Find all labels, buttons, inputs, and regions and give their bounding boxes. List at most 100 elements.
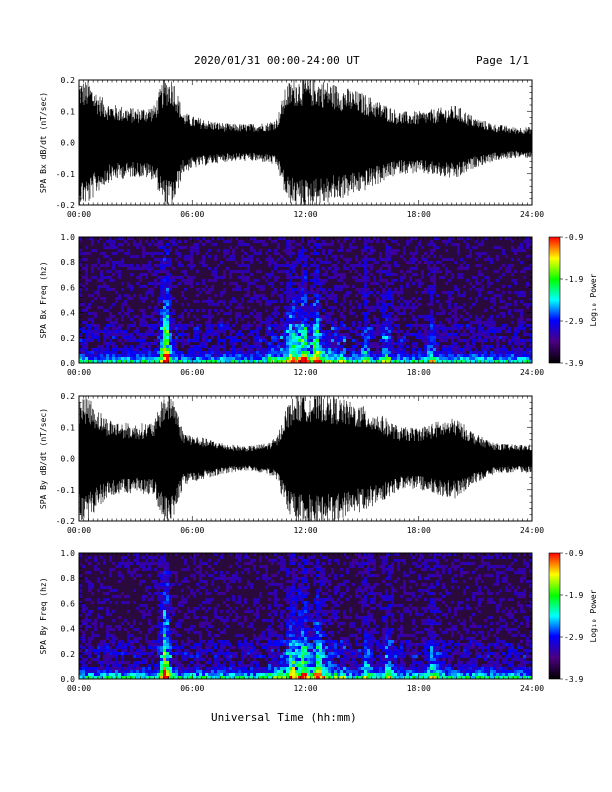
spectrogram-cell [295,324,298,327]
spectrogram-cell [289,252,292,255]
spectrogram-cell [208,297,211,300]
spectrogram-cell [241,249,244,252]
spectrogram-cell [94,357,97,360]
spectrogram-cell [133,357,136,360]
spectrogram-cell [199,261,202,264]
spectrogram-cell [196,333,199,336]
spectrogram-cell [292,357,295,360]
spectrogram-cell [133,553,136,556]
spectrogram-cell [169,264,172,267]
spectrogram-cell [121,562,124,565]
spectrogram-cell [121,622,124,625]
spectrogram-cell [478,324,481,327]
spectrogram-cell [520,339,523,342]
spectrogram-cell [145,240,148,243]
spectrogram-cell [415,336,418,339]
spectrogram-cell [373,357,376,360]
spectrogram-cell [292,351,295,354]
spectrogram-cell [340,276,343,279]
spectrogram-cell [250,261,253,264]
spectrogram-cell [256,327,259,330]
spectrogram-cell [229,336,232,339]
spectrogram-cell [265,309,268,312]
spectrogram-cell [109,658,112,661]
spectrogram-cell [154,556,157,559]
spectrogram-cell [151,255,154,258]
spectrogram-cell [127,676,130,679]
spectrogram-cell [97,288,100,291]
spectrogram-cell [97,613,100,616]
spectrogram-cell [397,309,400,312]
spectrogram-cell [415,273,418,276]
spectrogram-cell [430,309,433,312]
spectrogram-cell [325,318,328,321]
spectrogram-cell [481,330,484,333]
spectrogram-cell [280,300,283,303]
spectrogram-cell [100,279,103,282]
spectrogram-cell [436,267,439,270]
spectrogram-cell [283,312,286,315]
spectrogram-cell [340,285,343,288]
spectrogram-cell [265,318,268,321]
spectrogram-cell [442,330,445,333]
spectrogram-cell [181,279,184,282]
spectrogram-cell [127,294,130,297]
spectrogram-cell [166,300,169,303]
spectrogram-cell [214,333,217,336]
spectrogram-cell [208,318,211,321]
spectrogram-cell [394,240,397,243]
spectrogram-cell [442,348,445,351]
spectrogram-cell [235,360,238,363]
spectrogram-cell [385,291,388,294]
spectrogram-cell [142,676,145,679]
spectrogram-cell [94,568,97,571]
spectrogram-cell [292,336,295,339]
spectrogram-cell [217,276,220,279]
x-tick-label: 24:00 [520,368,544,377]
spectrogram-cell [247,279,250,282]
spectrogram-cell [103,360,106,363]
spectrogram-cell [241,240,244,243]
spectrogram-cell [319,261,322,264]
spectrogram-cell [493,336,496,339]
spectrogram-cell [148,619,151,622]
spectrogram-cell [457,345,460,348]
spectrogram-cell [310,237,313,240]
spectrogram-cell [391,297,394,300]
spectrogram-cell [169,324,172,327]
spectrogram-cell [235,246,238,249]
spectrogram-cell [457,294,460,297]
spectrogram-cell [388,246,391,249]
spectrogram-cell [85,619,88,622]
spectrogram-cell [328,294,331,297]
spectrogram-cell [175,285,178,288]
spectrogram-cell [436,294,439,297]
spectrogram-cell [271,291,274,294]
spectrogram-cell [316,243,319,246]
spectrogram-cell [391,339,394,342]
spectrogram-cell [235,336,238,339]
spectrogram-cell [385,318,388,321]
spectrogram-cell [142,318,145,321]
spectrogram-cell [85,577,88,580]
spectrogram-cell [217,354,220,357]
spectrogram-cell [172,327,175,330]
spectrogram-cell [463,345,466,348]
spectrogram-cell [430,318,433,321]
spectrogram-cell [466,354,469,357]
spectrogram-cell [130,351,133,354]
spectrogram-cell [121,652,124,655]
spectrogram-cell [100,643,103,646]
spectrogram-cell [301,312,304,315]
spectrogram-cell [343,360,346,363]
spectrogram-cell [100,351,103,354]
spectrogram-cell [430,339,433,342]
spectrogram-cell [295,354,298,357]
spectrogram-cell [517,339,520,342]
y-tick-label: 0.1 [61,423,76,432]
spectrogram-cell [478,294,481,297]
spectrogram-cell [343,324,346,327]
spectrogram-cell [274,312,277,315]
spectrogram-cell [217,237,220,240]
spectrogram-cell [502,264,505,267]
